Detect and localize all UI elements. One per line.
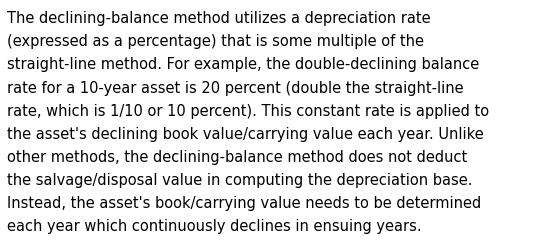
Text: the asset's declining book value/carrying value each year. Unlike: the asset's declining book value/carryin… bbox=[7, 126, 484, 141]
Text: rate, which is 1/10 or 10 percent). This constant rate is applied to: rate, which is 1/10 or 10 percent). This… bbox=[7, 103, 489, 118]
Text: each year which continuously declines in ensuing years.: each year which continuously declines in… bbox=[7, 218, 422, 233]
Text: straight-line method. For example, the double-declining balance: straight-line method. For example, the d… bbox=[7, 57, 479, 72]
Text: rate for a 10-year asset is 20 percent (double the straight-line: rate for a 10-year asset is 20 percent (… bbox=[7, 80, 464, 95]
Text: (expressed as a percentage) that is some multiple of the: (expressed as a percentage) that is some… bbox=[7, 34, 424, 49]
Text: the salvage/disposal value in computing the depreciation base.: the salvage/disposal value in computing … bbox=[7, 172, 473, 187]
Text: other methods, the declining-balance method does not deduct: other methods, the declining-balance met… bbox=[7, 149, 468, 164]
Text: The declining-balance method utilizes a depreciation rate: The declining-balance method utilizes a … bbox=[7, 11, 431, 26]
Text: Instead, the asset's book/carrying value needs to be determined: Instead, the asset's book/carrying value… bbox=[7, 195, 482, 210]
